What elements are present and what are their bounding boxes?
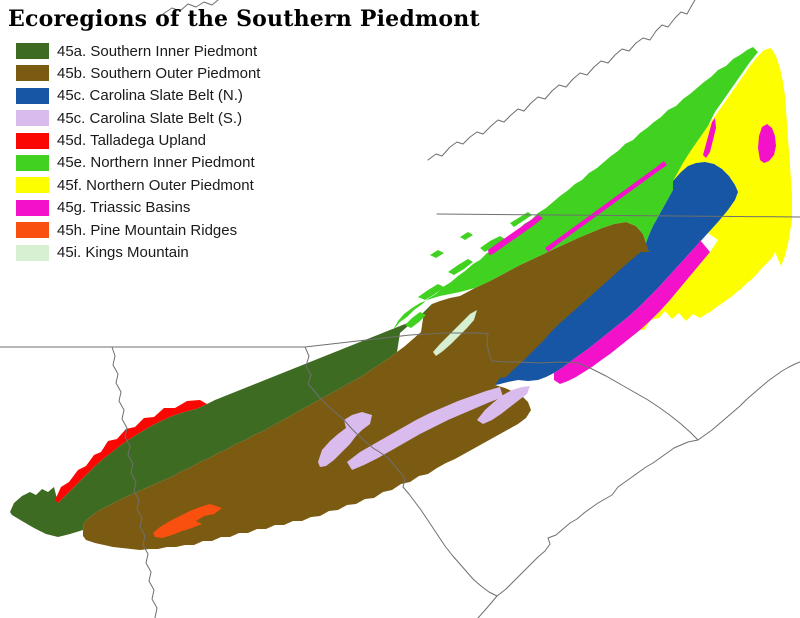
legend-label-45h: 45h. Pine Mountain Ridges — [57, 221, 238, 239]
legend-label-45i: 45i. Kings Mountain — [57, 244, 189, 262]
legend-swatch-45c-north — [16, 87, 49, 104]
legend-label-45c-north: 45c. Carolina Slate Belt (N.) — [57, 87, 243, 105]
legend-item-45c-south: 45c. Carolina Slate Belt (S.) — [16, 107, 260, 129]
legend-label-45g: 45g. Triassic Basins — [57, 199, 191, 217]
legend-swatch-45i — [16, 244, 49, 261]
legend-label-45e: 45e. Northern Inner Piedmont — [57, 154, 255, 172]
legend-swatch-45d — [16, 132, 49, 149]
border-nc-sc — [304, 332, 699, 441]
region-45b-southern-outer-piedmont — [83, 222, 650, 550]
legend-item-45i: 45i. Kings Mountain — [16, 242, 260, 264]
border-va-nc — [436, 213, 800, 218]
region-45c-carolina-slate-belt-north — [495, 162, 738, 385]
border-ga-sc-savannah-river — [304, 346, 498, 597]
legend-label-45d: 45d. Talladega Upland — [57, 132, 207, 150]
legend-item-45h: 45h. Pine Mountain Ridges — [16, 219, 260, 241]
legend-item-45g: 45g. Triassic Basins — [16, 197, 260, 219]
legend-item-45f: 45f. Northern Outer Piedmont — [16, 174, 260, 196]
legend-item-45c-north: 45c. Carolina Slate Belt (N.) — [16, 85, 260, 107]
border-al-ga — [111, 346, 158, 618]
legend-label-45a: 45a. Southern Inner Piedmont — [57, 42, 258, 60]
legend-swatch-45g — [16, 199, 49, 216]
region-45h-pine-mountain-ridges — [153, 504, 222, 538]
legend-swatch-45f — [16, 177, 49, 194]
legend-item-45e: 45e. Northern Inner Piedmont — [16, 152, 260, 174]
legend-swatch-45a — [16, 43, 49, 59]
region-45c-carolina-slate-belt-south-west — [318, 412, 372, 467]
border-fragment-top-left — [162, 0, 219, 15]
region-45g-triassic-basins — [488, 118, 776, 384]
map-white-holes — [540, 96, 644, 196]
region-45b-sliver-in-slate-belt — [433, 409, 478, 431]
map-title: Ecoregions of the Southern Piedmont — [8, 6, 480, 32]
region-45a-southern-inner-piedmont — [10, 304, 432, 537]
border-wv-va — [427, 0, 696, 161]
legend-label-45b: 45b. Southern Outer Piedmont — [57, 64, 261, 82]
region-45c-carolina-slate-belt-south-main — [347, 387, 503, 470]
legend-swatch-45h — [16, 222, 49, 239]
legend: 45a. Southern Inner Piedmont 45b. Southe… — [16, 40, 260, 264]
region-45e-northern-inner-piedmont — [393, 47, 758, 330]
region-45e-islands — [405, 212, 532, 328]
legend-swatch-45e — [16, 154, 49, 171]
legend-swatch-45c-south — [16, 110, 49, 127]
legend-swatch-45b — [16, 65, 49, 82]
legend-label-45c-south: 45c. Carolina Slate Belt (S.) — [57, 109, 243, 127]
coastline — [477, 361, 800, 618]
region-45f-northern-outer-piedmont — [630, 48, 792, 338]
region-45c-carolina-slate-belt-south-east — [477, 386, 530, 424]
legend-item-45a: 45a. Southern Inner Piedmont — [16, 40, 260, 62]
legend-label-45f: 45f. Northern Outer Piedmont — [57, 176, 254, 194]
legend-item-45d: 45d. Talladega Upland — [16, 130, 260, 152]
legend-item-45b: 45b. Southern Outer Piedmont — [16, 62, 260, 84]
